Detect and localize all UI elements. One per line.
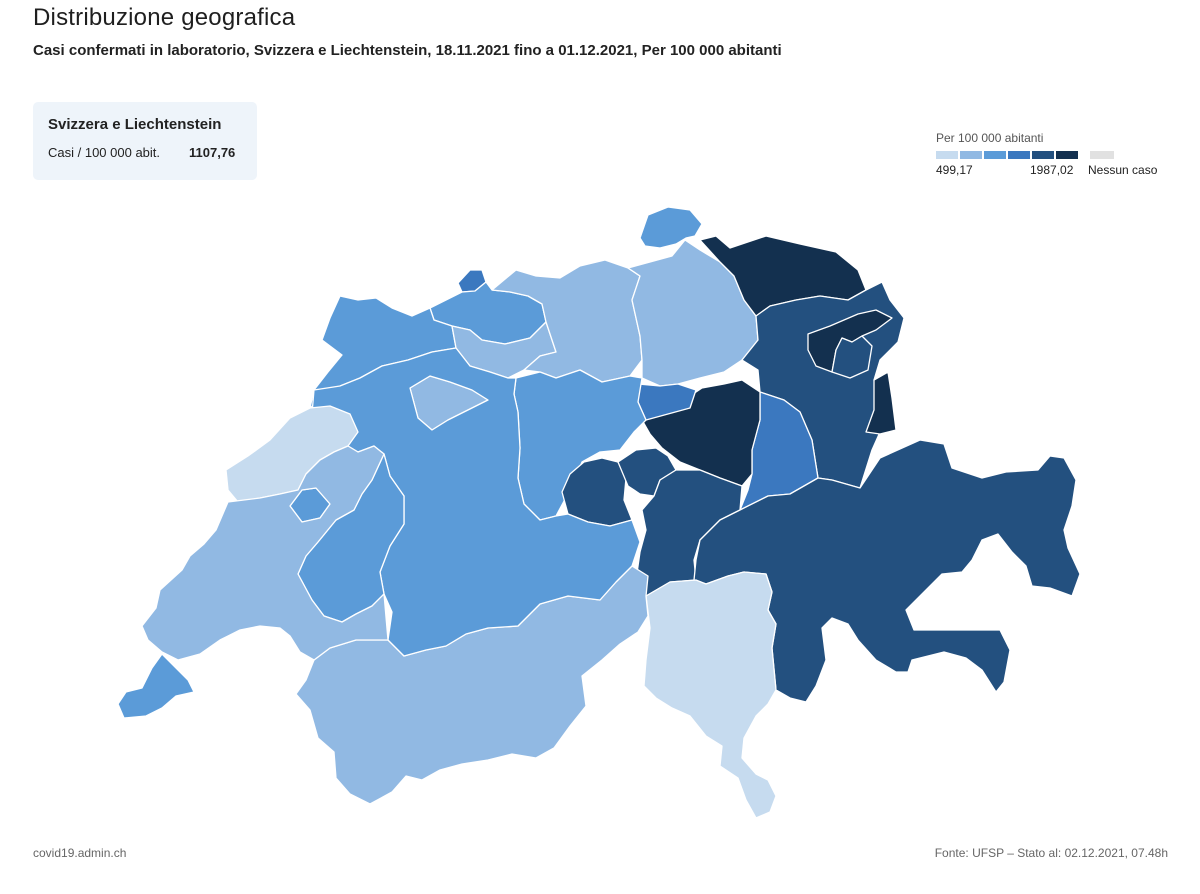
summary-row: Casi / 100 000 abit. 1107,76 <box>48 145 242 160</box>
legend: Per 100 000 abitanti 499,17 1987,02 Ness… <box>936 131 1176 179</box>
legend-scale <box>936 151 1176 159</box>
region-schaffhausen[interactable] <box>639 206 703 249</box>
legend-title: Per 100 000 abitanti <box>936 131 1044 145</box>
legend-swatch-5 <box>1032 151 1054 159</box>
footer-source-site[interactable]: covid19.admin.ch <box>33 846 127 860</box>
summary-title: Svizzera e Liechtenstein <box>48 116 222 133</box>
legend-no-case-label: Nessun caso <box>1088 163 1158 177</box>
footer-data-source: Fonte: UFSP – Stato al: 02.12.2021, 07.4… <box>934 846 1168 860</box>
legend-ticks: 499,17 1987,02 Nessun caso <box>936 163 1176 179</box>
summary-value: 1107,76 <box>189 145 236 160</box>
page-subtitle: Casi confermati in laboratorio, Svizzera… <box>33 42 782 59</box>
summary-label: Casi / 100 000 abit. <box>48 145 161 160</box>
legend-min-label: 499,17 <box>936 163 973 177</box>
legend-swatch-6 <box>1056 151 1078 159</box>
summary-box: Svizzera e Liechtenstein Casi / 100 000 … <box>33 102 257 180</box>
legend-swatch-4 <box>1008 151 1030 159</box>
legend-swatch-1 <box>936 151 958 159</box>
region-appenzell-innerrhoden[interactable] <box>831 335 873 379</box>
legend-swatch-2 <box>960 151 982 159</box>
legend-max-label: 1987,02 <box>1030 163 1074 177</box>
legend-swatch-3 <box>984 151 1006 159</box>
region-ticino[interactable] <box>643 571 777 819</box>
region-liechtenstein[interactable] <box>865 371 897 435</box>
page-title: Distribuzione geografica <box>33 4 296 31</box>
region-geneva[interactable] <box>117 653 195 719</box>
region-uri[interactable] <box>635 469 743 597</box>
region-vaud[interactable] <box>141 445 389 661</box>
legend-swatches <box>936 151 1080 159</box>
legend-no-case-swatch <box>1090 151 1114 159</box>
